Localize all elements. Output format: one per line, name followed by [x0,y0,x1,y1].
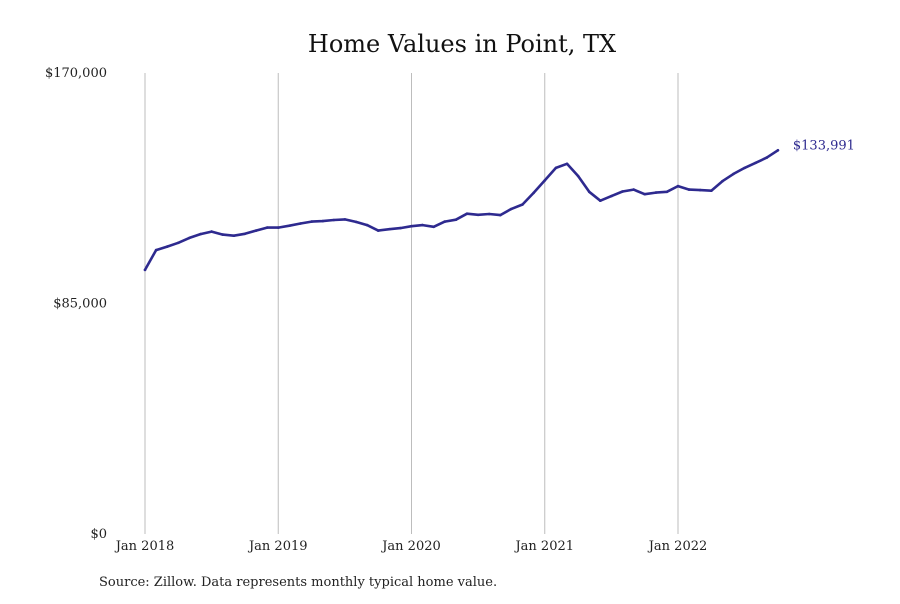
data-point [776,149,780,152]
data-point [532,191,535,195]
data-point [465,212,469,215]
data-point [143,268,147,272]
data-point [599,199,602,202]
data-point [454,218,458,221]
x-tick-label: Jan 2018 [114,539,175,554]
x-axis-ticks: Jan 2018 Jan 2019 Jan 2020 Jan 2021 Jan 2022 [114,539,708,554]
data-point [521,203,524,206]
x-tick-label: Jan 2021 [513,539,574,554]
data-point [654,191,658,194]
data-point [698,188,702,192]
data-point [188,236,191,240]
data-point [565,162,569,166]
data-point [254,229,258,232]
data-point [554,166,558,170]
gridlines [144,73,679,534]
data-point [376,229,380,232]
data-point [399,226,402,230]
chart-title: Home Values in Point, TX [308,30,616,58]
data-point [576,174,580,178]
x-tick-label: Jan 2019 [247,539,308,554]
data-point [687,188,691,191]
data-point [165,245,169,248]
data-point [177,241,180,245]
data-point [277,226,280,229]
data-point [288,224,291,227]
data-point [332,218,336,222]
series-line [143,149,780,272]
y-axis-ticks: $0 $85,000 $170,000 [45,66,107,542]
data-point [265,226,269,229]
data-point [421,223,424,227]
data-point [221,233,224,236]
y-tick-label: $0 [90,527,107,542]
y-tick-label: $170,000 [45,66,107,81]
data-point [410,224,413,228]
data-point [610,194,613,198]
data-point [676,184,680,188]
data-point [643,192,646,196]
data-point [243,232,247,236]
x-tick-label: Jan 2020 [380,539,441,554]
data-point [765,156,769,159]
data-point [388,227,391,231]
data-point [721,179,724,183]
data-point [365,223,369,227]
data-point [310,220,313,223]
data-point [710,189,713,192]
data-point [476,213,480,217]
data-point [210,230,213,233]
data-point [621,190,624,193]
x-tick-label: Jan 2022 [647,539,708,554]
data-point [299,222,302,225]
end-value-label: $133,991 [793,138,855,153]
data-point [543,179,547,182]
data-point [732,172,735,176]
y-tick-label: $85,000 [53,297,107,312]
series-layer [143,149,780,272]
data-point [443,220,447,223]
data-point [343,218,347,221]
data-point [232,234,236,237]
data-point [321,219,325,223]
data-point [510,207,513,211]
data-point [665,190,669,194]
data-point [354,220,358,224]
source-note: Source: Zillow. Data represents monthly … [99,575,497,590]
data-point [154,248,158,252]
data-point [587,190,591,194]
data-point [432,225,436,229]
data-point [499,213,502,217]
data-point [487,212,491,216]
data-point [754,161,757,165]
data-point [632,188,635,191]
data-point [199,232,202,236]
data-point [743,166,746,170]
